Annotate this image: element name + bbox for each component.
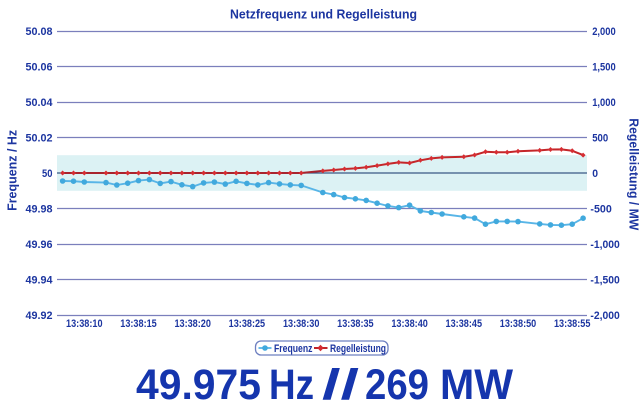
svg-text:Netzfrequenz und Regelleistung: Netzfrequenz und Regelleistung [230,7,417,21]
svg-text://: // [322,361,359,406]
svg-text:49.975: 49.975 [136,361,261,406]
svg-text:13:38:20: 13:38:20 [174,318,211,330]
svg-text:49.98: 49.98 [26,204,53,216]
svg-text:MW: MW [440,361,513,406]
svg-text:269: 269 [365,361,429,406]
svg-text:Regelleistung: Regelleistung [330,343,386,355]
svg-text:-1,500: -1,500 [590,275,619,287]
svg-text:-2,000: -2,000 [590,310,619,322]
svg-text:50.02: 50.02 [26,133,53,145]
svg-text:0: 0 [592,168,598,180]
svg-text:13:38:50: 13:38:50 [500,318,537,330]
svg-text:49.94: 49.94 [26,275,54,287]
svg-text:2,000: 2,000 [592,26,616,38]
svg-text:13:38:30: 13:38:30 [283,318,320,330]
svg-text:50.06: 50.06 [26,62,53,74]
svg-text:13:38:45: 13:38:45 [446,318,483,330]
svg-text:50: 50 [42,168,53,180]
svg-text:13:38:55: 13:38:55 [554,318,591,330]
svg-text:50.08: 50.08 [26,26,53,38]
svg-text:13:38:10: 13:38:10 [66,318,103,330]
svg-text:49.92: 49.92 [26,310,53,322]
svg-text:13:38:15: 13:38:15 [120,318,157,330]
svg-text:500: 500 [592,133,608,145]
svg-text:50.04: 50.04 [26,97,54,109]
svg-text:Hz: Hz [269,361,314,406]
svg-text:Frequenz: Frequenz [274,343,313,355]
svg-text:13:38:25: 13:38:25 [229,318,266,330]
svg-text:-1,000: -1,000 [590,239,619,251]
svg-text:-500: -500 [590,204,611,216]
svg-text:1,500: 1,500 [592,62,616,74]
svg-text:13:38:35: 13:38:35 [337,318,374,330]
svg-text:13:38:40: 13:38:40 [391,318,428,330]
svg-text:Regelleistung / MW: Regelleistung / MW [626,118,640,231]
svg-text:49.96: 49.96 [26,239,53,251]
svg-text:Frequenz / Hz: Frequenz / Hz [5,129,20,210]
svg-text:1,000: 1,000 [592,97,616,109]
